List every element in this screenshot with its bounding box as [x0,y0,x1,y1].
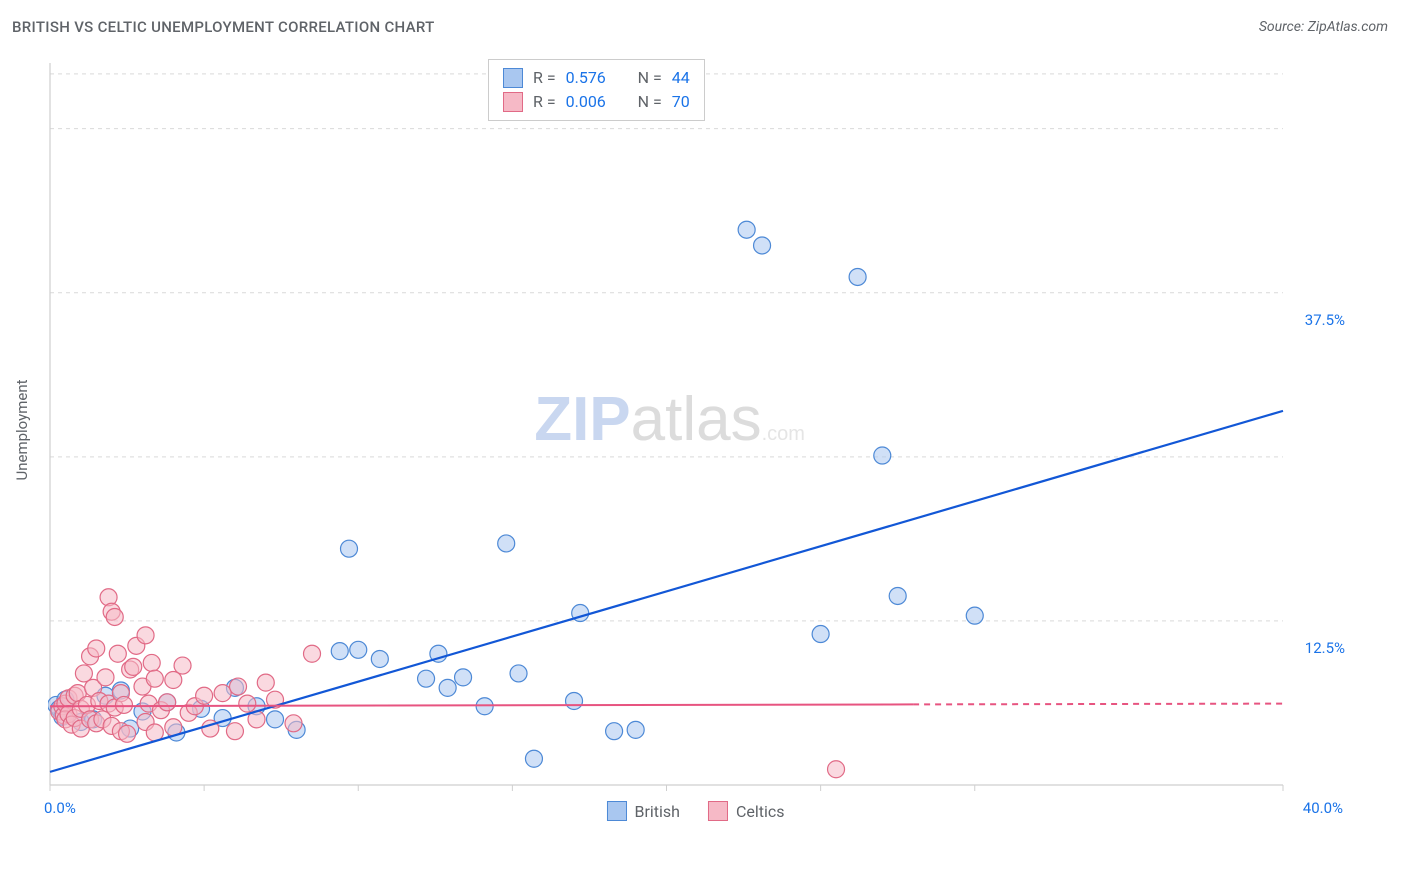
x-tick-label: 0.0% [44,799,76,817]
stats-swatch [503,68,523,88]
source-label: Source: [1259,19,1304,35]
stats-n-value: 70 [672,90,690,114]
stats-row-british: R = 0.576 N = 44 [503,66,690,90]
stats-legend-box: R = 0.576 N = 44 R = 0.006 N = 70 [488,59,705,121]
legend-label-british: British [634,802,679,821]
stats-r-value: 0.006 [566,90,628,114]
legend-item-celtics: Celtics [708,801,785,821]
legend-swatch-british [606,801,626,821]
y-tick-label: 12.5% [1305,639,1345,657]
chart-title: BRITISH VS CELTIC UNEMPLOYMENT CORRELATI… [12,18,435,36]
legend-item-british: British [606,801,679,821]
plot-area: ZIPatlas.com R =0.576N =44R =0.006N =70 … [48,55,1343,825]
x-tick-label: 40.0% [1303,799,1343,817]
bottom-legend: British Celtics [606,801,784,821]
svg-text:ZIPatlas.com: ZIPatlas.com [534,385,805,454]
source-link[interactable]: ZipAtlas.com [1308,19,1388,35]
source-credit: Source: ZipAtlas.com [1259,19,1388,35]
stats-row-celtics: R = 0.006 N = 70 [503,90,690,114]
stats-swatch [503,92,523,112]
stats-r-label: R = [533,90,556,114]
scatter-chart-svg: ZIPatlas.com [48,55,1343,825]
y-axis-label: Unemployment [13,379,31,480]
stats-n-label: N = [638,90,662,114]
stats-r-value: 0.576 [566,66,628,90]
header-row: BRITISH VS CELTIC UNEMPLOYMENT CORRELATI… [12,18,1388,36]
legend-swatch-celtics [708,801,728,821]
stats-n-label: N = [638,66,662,90]
legend-label-celtics: Celtics [736,802,785,821]
stats-n-value: 44 [672,66,690,90]
y-tick-label: 37.5% [1305,311,1345,329]
stats-r-label: R = [533,66,556,90]
